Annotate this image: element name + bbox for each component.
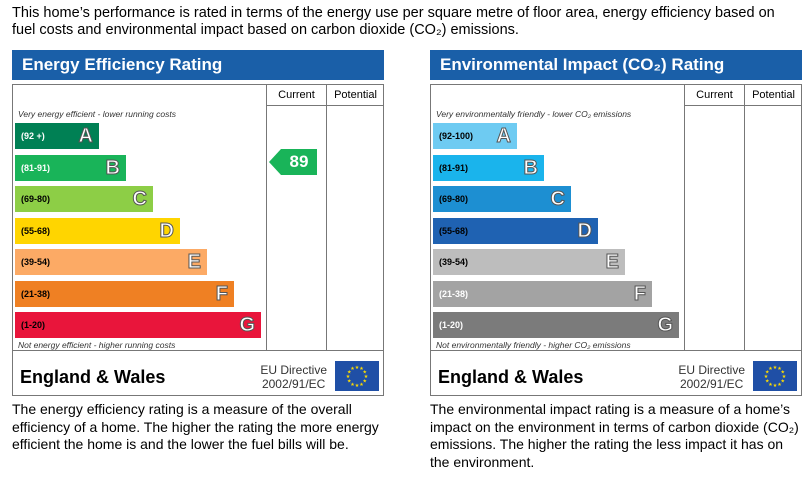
band-g: (1-20) G <box>15 312 261 338</box>
eu-star-icon: ★ <box>347 370 352 376</box>
top-note: Very energy efficient - lower running co… <box>18 109 176 119</box>
band-g: (1-20) G <box>433 312 679 338</box>
band-range: (92 +) <box>21 131 45 141</box>
band-letter: B <box>105 156 120 179</box>
band-e: (39-54) E <box>15 249 207 275</box>
eu-star-icon: ★ <box>764 374 769 380</box>
band-range: (55-68) <box>439 225 469 236</box>
panel-title: Energy Efficiency Rating <box>12 50 384 80</box>
band-b: (81-91) B <box>433 154 544 181</box>
band-range: (1-20) <box>21 320 46 330</box>
eu-star-icon: ★ <box>359 382 364 388</box>
eu-star-icon: ★ <box>768 366 773 372</box>
eu-star-icon: ★ <box>777 366 782 372</box>
eu-star-icon: ★ <box>773 365 778 371</box>
band-a: (92 +) A <box>15 123 99 149</box>
eu-star-icon: ★ <box>777 382 782 388</box>
band-letter: E <box>605 251 619 274</box>
band-d: (55-68) D <box>15 217 180 244</box>
band-letter: A <box>78 125 93 148</box>
band-range: (39-54) <box>439 257 469 267</box>
eu-star-icon: ★ <box>359 366 364 372</box>
eu-star-icon: ★ <box>765 370 770 376</box>
band-range: (92-100) <box>439 131 474 141</box>
band-range: (39-54) <box>21 257 51 267</box>
eu-star-icon: ★ <box>781 370 786 376</box>
band-range: (21-38) <box>21 288 51 299</box>
band-letter: B <box>523 156 538 179</box>
band-d: (55-68) D <box>433 217 598 244</box>
band-b: (81-91) B <box>15 154 126 181</box>
eu-star-icon: ★ <box>773 383 778 389</box>
band-letter: A <box>496 125 511 148</box>
band-range: (21-38) <box>439 288 469 299</box>
eu-star-icon: ★ <box>768 382 773 388</box>
band-letter: D <box>159 219 174 242</box>
eu-star-icon: ★ <box>363 379 368 385</box>
eu-directive: EU Directive 2002/91/EC <box>260 363 327 391</box>
eu-star-icon: ★ <box>355 365 360 371</box>
column-header-current: Current <box>278 89 315 101</box>
panel-description: The energy efficiency rating is a measur… <box>12 401 379 452</box>
band-letter: G <box>657 314 674 337</box>
band-a: (92-100) A <box>433 123 517 149</box>
band-letter: E <box>187 251 201 274</box>
eu-star-icon: ★ <box>350 366 355 372</box>
column-header-current: Current <box>696 89 733 101</box>
eu-directive: EU Directive 2002/91/EC <box>678 363 745 391</box>
directive-line-2: 2002/91/EC <box>679 377 744 391</box>
band-letter: F <box>215 282 228 305</box>
band-range: (81-91) <box>21 162 51 173</box>
directive-line-2: 2002/91/EC <box>261 377 326 391</box>
current-rating-value: 89 <box>281 148 317 175</box>
environmental-impact-panel: Environmental Impact (CO₂) Rating Curren… <box>430 50 802 470</box>
eu-star-icon: ★ <box>781 379 786 385</box>
band-f: (21-38) F <box>433 280 652 307</box>
region-label: England & Wales <box>20 367 166 387</box>
panel-title: Environmental Impact (CO₂) Rating <box>430 50 802 80</box>
eu-star-icon: ★ <box>355 383 360 389</box>
current-rating-arrow: 89 <box>269 148 319 175</box>
band-range: (55-68) <box>21 225 51 236</box>
band-range: (69-80) <box>21 194 51 204</box>
band-range: (69-80) <box>439 194 469 204</box>
directive-line-1: EU Directive <box>260 363 327 377</box>
band-e: (39-54) E <box>433 249 625 275</box>
intro-text: This home’s performance is rated in term… <box>12 5 775 38</box>
eu-star-icon: ★ <box>346 374 351 380</box>
region-label: England & Wales <box>438 367 584 387</box>
eu-star-icon: ★ <box>350 382 355 388</box>
bottom-note: Not energy efficient - higher running co… <box>18 340 176 350</box>
eu-star-icon: ★ <box>782 374 787 380</box>
eu-star-icon: ★ <box>364 374 369 380</box>
directive-line-1: EU Directive <box>678 363 745 377</box>
rating-table: Current Potential Very energy efficient … <box>12 84 384 396</box>
band-letter: G <box>239 314 256 337</box>
band-letter: F <box>633 282 646 305</box>
eu-star-icon: ★ <box>765 379 770 385</box>
band-range: (1-20) <box>439 320 464 330</box>
band-c: (69-80) C <box>433 186 571 212</box>
column-header-potential: Potential <box>334 89 377 101</box>
band-c: (69-80) C <box>15 186 153 212</box>
eu-star-icon: ★ <box>363 370 368 376</box>
band-letter: C <box>132 188 147 211</box>
band-f: (21-38) F <box>15 280 234 307</box>
band-letter: D <box>577 219 592 242</box>
column-header-potential: Potential <box>752 89 795 101</box>
rating-table: Current Potential Very environmentally f… <box>430 84 802 396</box>
top-note: Very environmentally friendly - lower CO… <box>436 109 632 119</box>
eu-flag-icon: ★ ★ ★ ★ ★ ★ ★ ★ ★ ★ ★ ★ <box>335 361 379 391</box>
eu-star-icon: ★ <box>347 379 352 385</box>
energy-efficiency-panel: Energy Efficiency Rating Current Potenti… <box>12 50 384 452</box>
panel-description: The environmental impact rating is a mea… <box>430 401 799 470</box>
bottom-note: Not environmentally friendly - higher CO… <box>436 340 631 350</box>
band-letter: C <box>550 188 565 211</box>
band-range: (81-91) <box>439 162 469 173</box>
eu-flag-icon: ★ ★ ★ ★ ★ ★ ★ ★ ★ ★ ★ ★ <box>753 361 797 391</box>
